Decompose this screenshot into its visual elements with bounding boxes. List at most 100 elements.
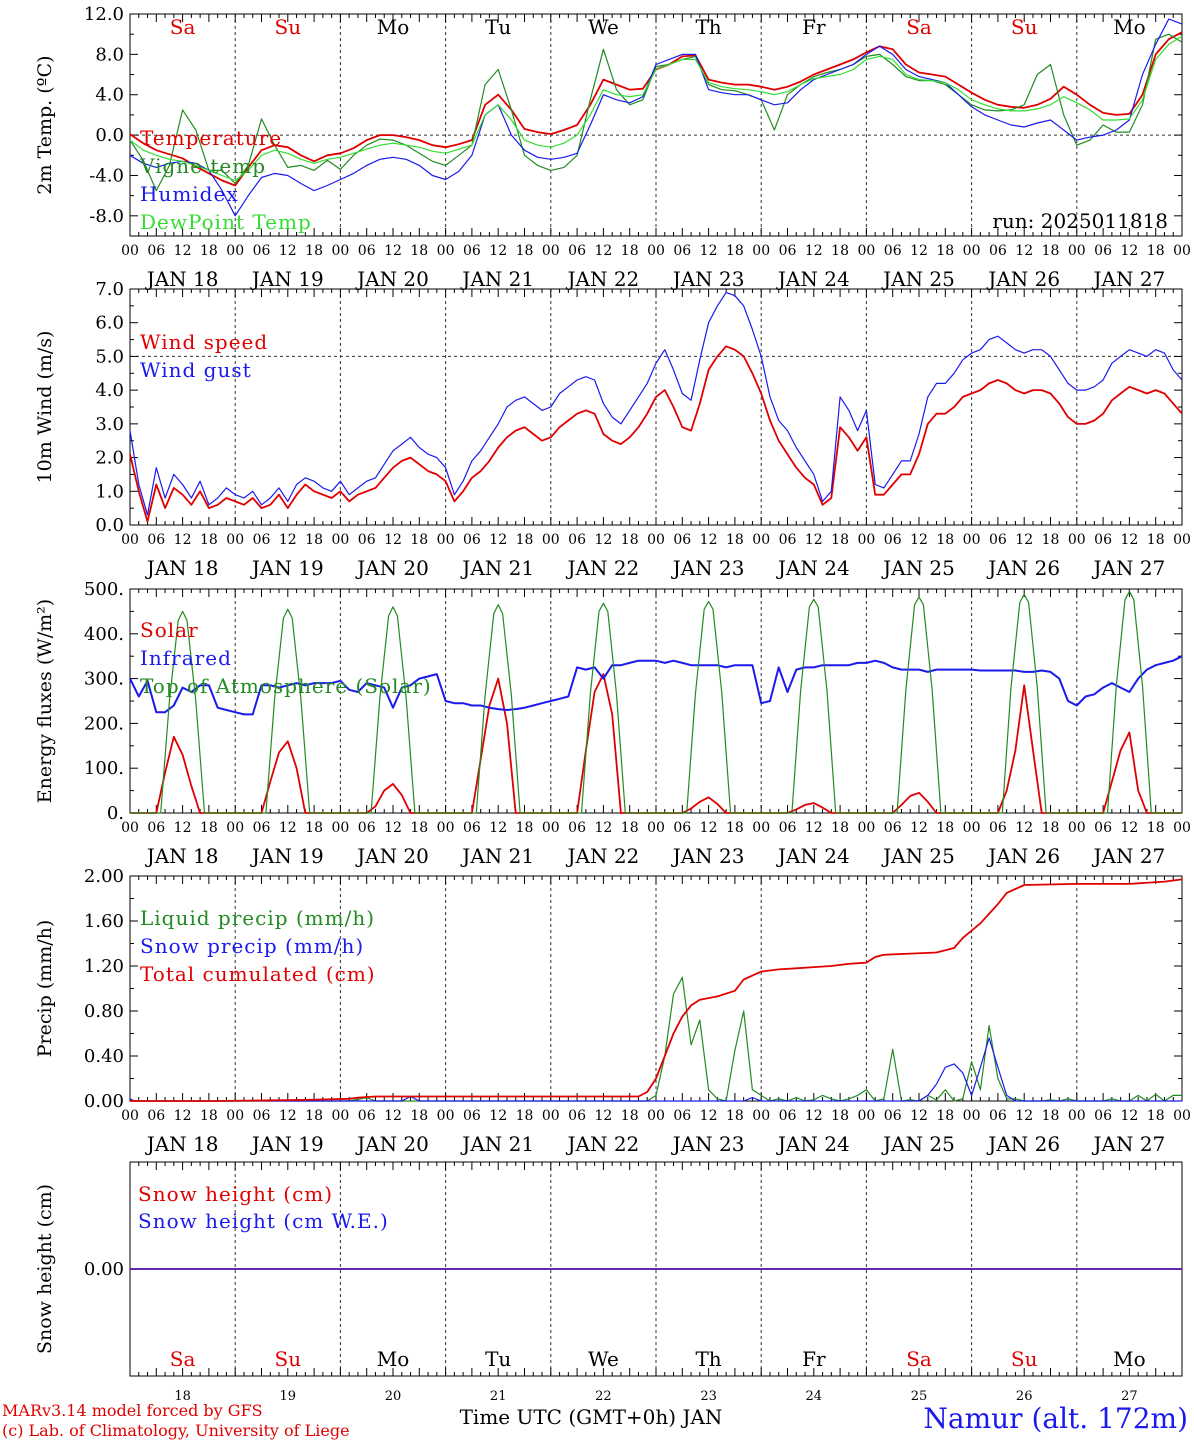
x-hour-label: 12 — [489, 243, 507, 259]
x-hour-label: 12 — [910, 820, 928, 836]
x-hour-label: 00 — [542, 532, 560, 548]
x-hour-label: 12 — [1015, 1108, 1033, 1124]
y-tick-label: 0.0 — [95, 125, 124, 146]
x-hour-label: 12 — [279, 820, 297, 836]
x-hour-label: 18 — [1147, 1108, 1165, 1124]
series-line-infrared — [129, 655, 1183, 716]
y-tick-label: 3.0 — [95, 414, 124, 435]
x-hour-label: 12 — [594, 243, 612, 259]
y-axis-label: 10m Wind (m/s) — [34, 331, 56, 484]
x-date-label: JAN 20 — [355, 844, 429, 868]
x-hour-label: 00 — [1068, 820, 1086, 836]
x-hour-label: 00 — [542, 1108, 560, 1124]
x-hour-label: 06 — [568, 532, 586, 548]
x-hour-label: 00 — [1173, 243, 1191, 259]
series-line-wind-gust — [129, 291, 1183, 516]
x-hour-label: 12 — [700, 1108, 718, 1124]
x-hour-label: 18 — [1042, 243, 1060, 259]
x-hour-label: 18 — [1147, 243, 1165, 259]
x-hour-label: 12 — [594, 1108, 612, 1124]
legend-entry: Total cumulated (cm) — [140, 962, 376, 986]
x-date-label: JAN 24 — [776, 1132, 850, 1156]
day-number-label: 26 — [1016, 1389, 1033, 1404]
weekday-label-top: Sa — [906, 15, 932, 39]
y-tick-label: 1.0 — [95, 481, 124, 502]
legend-entry: Snow height (cm) — [138, 1182, 333, 1206]
x-hour-label: 18 — [621, 243, 639, 259]
weekday-label-top: Fr — [802, 15, 826, 39]
x-hour-label: 12 — [910, 532, 928, 548]
x-hour-label: 12 — [1015, 820, 1033, 836]
x-hour-label: 18 — [200, 1108, 218, 1124]
x-hour-label: 00 — [1068, 532, 1086, 548]
series-line-wind-speed — [129, 345, 1183, 523]
series-line-humidex — [129, 18, 1183, 217]
x-hour-label: 12 — [1120, 243, 1138, 259]
x-hour-label: 06 — [147, 1108, 165, 1124]
x-hour-label: 06 — [884, 243, 902, 259]
y-tick-label: 500. — [84, 579, 124, 600]
x-hour-label: 06 — [1094, 1108, 1112, 1124]
x-hour-label: 12 — [910, 243, 928, 259]
x-hour-label: 12 — [174, 243, 192, 259]
x-hour-label: 00 — [647, 820, 665, 836]
day-number-label: 23 — [700, 1389, 717, 1404]
x-date-label: JAN 19 — [250, 556, 324, 580]
x-date-label: JAN 23 — [671, 844, 745, 868]
y-tick-label: 2.00 — [84, 866, 124, 887]
y-tick-label: 0. — [107, 803, 124, 824]
x-date-label: JAN 26 — [986, 267, 1060, 291]
day-number-label: 19 — [280, 1389, 297, 1404]
x-hour-label: 00 — [752, 1108, 770, 1124]
x-date-label: JAN 26 — [986, 844, 1060, 868]
x-hour-label: 18 — [726, 243, 744, 259]
x-hour-label: 12 — [700, 243, 718, 259]
y-tick-label: 0.00 — [84, 1091, 124, 1112]
x-hour-label: 18 — [410, 532, 428, 548]
y-tick-label: 0.40 — [84, 1046, 124, 1067]
x-date-label: JAN 18 — [145, 267, 219, 291]
x-hour-label: 12 — [594, 820, 612, 836]
x-hour-label: 00 — [331, 1108, 349, 1124]
day-number-label: 27 — [1121, 1389, 1138, 1404]
x-hour-label: 00 — [437, 1108, 455, 1124]
series-line-top-of-atmosphere-solar- — [130, 590, 1182, 814]
x-hour-label: 06 — [463, 532, 481, 548]
x-hour-label: 18 — [726, 532, 744, 548]
x-date-label: JAN 26 — [986, 1132, 1060, 1156]
y-axis-label: Snow height (cm) — [34, 1184, 56, 1354]
x-date-label: JAN 25 — [881, 1132, 955, 1156]
x-hour-label: 12 — [1015, 243, 1033, 259]
x-hour-label: 00 — [752, 532, 770, 548]
x-hour-label: 06 — [779, 243, 797, 259]
legend-entry: Vigne temp — [139, 154, 266, 178]
x-date-label: JAN 18 — [145, 1132, 219, 1156]
x-date-label: JAN 20 — [355, 556, 429, 580]
x-date-label: JAN 22 — [566, 844, 640, 868]
x-date-label: JAN 24 — [776, 556, 850, 580]
x-date-label: JAN 27 — [1092, 844, 1166, 868]
x-hour-label: 00 — [437, 243, 455, 259]
x-hour-label: 00 — [857, 532, 875, 548]
weekday-label-bottom: Tu — [485, 1347, 511, 1371]
x-hour-label: 06 — [253, 820, 271, 836]
x-hour-label: 12 — [805, 532, 823, 548]
x-hour-label: 00 — [226, 243, 244, 259]
x-hour-label: 12 — [279, 243, 297, 259]
x-hour-label: 18 — [410, 1108, 428, 1124]
x-hour-label: 12 — [384, 1108, 402, 1124]
y-axis-label: 2m Temp. (ºC) — [34, 55, 56, 194]
x-hour-label: 00 — [121, 243, 139, 259]
y-tick-label: 1.60 — [84, 911, 124, 932]
x-hour-label: 18 — [831, 1108, 849, 1124]
x-hour-label: 18 — [726, 820, 744, 836]
x-hour-label: 12 — [805, 820, 823, 836]
x-hour-label: 06 — [358, 243, 376, 259]
weekday-label-top: Th — [695, 15, 721, 39]
x-hour-label: 00 — [121, 532, 139, 548]
x-hour-label: 12 — [489, 820, 507, 836]
x-date-label: JAN 24 — [776, 267, 850, 291]
x-hour-label: 18 — [410, 243, 428, 259]
x-hour-label: 18 — [200, 243, 218, 259]
